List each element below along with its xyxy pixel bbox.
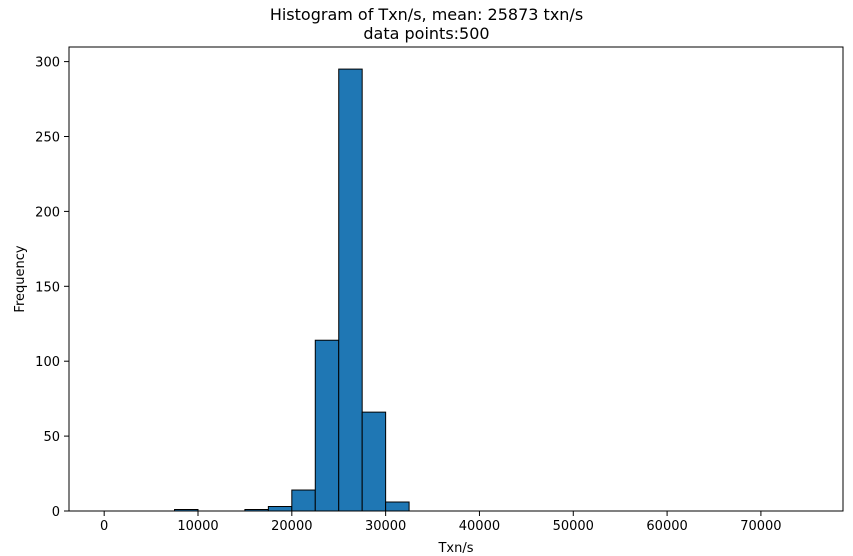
histogram-bar-8 — [291, 489, 316, 512]
y-axis-ticks: 0 50 100 150 200 250 300 — [35, 56, 69, 520]
histogram-bar-10 — [338, 68, 363, 512]
y-tick-label-5: 250 — [35, 131, 60, 146]
chart-title-line1: Histogram of Txn/s, mean: 25873 txn/s — [269, 5, 584, 24]
x-tick-label-4: 40000 — [459, 519, 500, 534]
x-tick-label-3: 30000 — [365, 519, 406, 534]
histogram-bar-9 — [314, 339, 340, 512]
y-tick-label-6: 300 — [35, 56, 60, 71]
histogram-bar-11 — [361, 411, 387, 512]
y-tick-label-4: 200 — [35, 205, 60, 220]
y-tick-label-2: 100 — [35, 355, 60, 370]
y-axis-label: Frequency — [13, 245, 28, 312]
histogram-bar-7 — [267, 506, 293, 512]
x-tick-label-0: 0 — [100, 519, 108, 534]
x-tick-label-1: 10000 — [177, 519, 218, 534]
x-axis-ticks: 0 10000 20000 30000 40000 50000 60000 70000 — [100, 511, 782, 534]
y-tick-label-1: 50 — [43, 430, 60, 445]
histogram-bars — [174, 68, 410, 512]
histogram-bar-12 — [385, 501, 410, 512]
x-tick-label-5: 50000 — [553, 519, 594, 534]
x-tick-label-6: 60000 — [646, 519, 687, 534]
y-tick-label-3: 150 — [35, 280, 60, 295]
plot-frame — [68, 46, 844, 512]
y-tick-label-0: 0 — [52, 505, 60, 520]
x-tick-label-7: 70000 — [740, 519, 781, 534]
chart-title-line2: data points:500 — [363, 24, 490, 43]
x-tick-label-2: 20000 — [271, 519, 312, 534]
x-axis-label: Txn/s — [437, 541, 473, 556]
